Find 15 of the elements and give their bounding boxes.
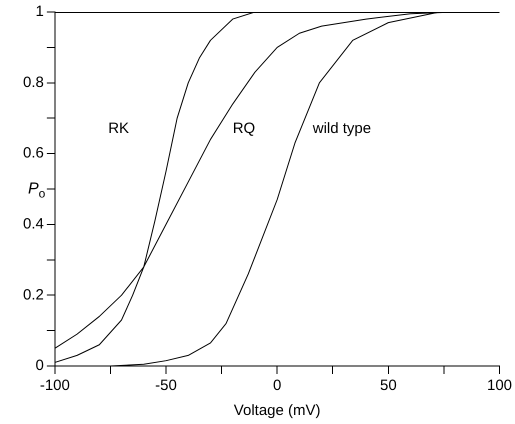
annotation: wild type (312, 120, 372, 137)
x-tick-label: -50 (155, 377, 177, 394)
y-tick-label: 1 (36, 3, 44, 20)
y-tick-label: 0.2 (22, 286, 44, 304)
y-tick-label: 0.8 (22, 74, 44, 91)
annotation: RQ (232, 120, 256, 137)
x-tick-label: 0 (272, 377, 282, 394)
y-tick-label: 0.6 (22, 144, 44, 162)
x-tick-label: 100 (486, 377, 512, 394)
annotation: RK (108, 120, 130, 137)
x-axis-title: Voltage (mV) (234, 402, 321, 420)
x-tick-label: -100 (40, 377, 70, 394)
y-tick-label: 0 (36, 357, 44, 374)
y-tick-label: 0.4 (22, 216, 44, 233)
x-tick-label: 50 (380, 377, 397, 394)
